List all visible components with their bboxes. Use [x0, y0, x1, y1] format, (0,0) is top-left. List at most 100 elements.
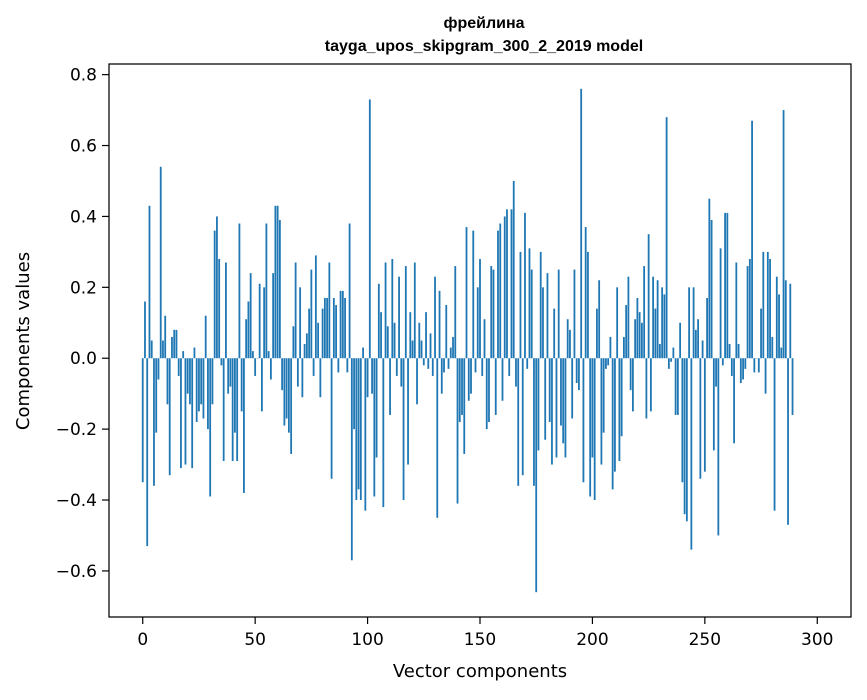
bar-component-230	[659, 344, 661, 358]
bar-component-64	[286, 358, 288, 418]
bar-component-181	[549, 358, 551, 422]
bar-component-172	[529, 248, 531, 358]
x-tick-label: 150	[464, 630, 496, 650]
bar-component-112	[394, 323, 396, 358]
bar-component-74	[308, 309, 310, 359]
bar-component-193	[576, 358, 578, 383]
bar-component-221	[639, 312, 641, 358]
bar-component-55	[265, 224, 267, 359]
bar-component-56	[268, 351, 270, 358]
bar-component-124	[421, 341, 423, 359]
bar-component-257	[720, 248, 722, 358]
bar-component-108	[385, 263, 387, 359]
bar-component-43	[239, 224, 241, 359]
bar-component-33	[216, 216, 218, 358]
bar-component-203	[598, 280, 600, 358]
bar-component-34	[218, 259, 220, 358]
bar-component-156	[493, 270, 495, 359]
bar-component-239	[679, 323, 681, 358]
y-tick-label: −0.4	[56, 491, 97, 511]
bar-component-264	[735, 263, 737, 359]
bar-component-160	[502, 358, 504, 401]
bar-component-131	[436, 358, 438, 518]
x-tick-label: 0	[137, 630, 148, 650]
bar-component-27	[203, 358, 205, 418]
bar-component-75	[310, 270, 312, 359]
bar-component-175	[535, 358, 537, 592]
bar-component-227	[652, 277, 654, 359]
bar-component-155	[490, 266, 492, 358]
bar-component-127	[427, 358, 429, 369]
y-axis-ticks: −0.6−0.4−0.20.00.20.40.60.8	[56, 66, 109, 582]
bar-component-6	[155, 358, 157, 432]
bar-component-82	[326, 298, 328, 358]
bar-component-253	[711, 220, 713, 358]
bar-component-5	[153, 358, 155, 486]
chart-subtitle: tayga_upos_skipgram_300_2_2019 model	[325, 38, 643, 55]
bar-component-17	[180, 358, 182, 468]
bar-component-135	[445, 305, 447, 358]
bar-component-62	[281, 358, 283, 390]
bar-component-167	[517, 358, 519, 486]
y-tick-label: 0.8	[70, 66, 97, 86]
bar-component-279	[769, 259, 771, 358]
bar-component-186	[560, 358, 562, 425]
bar-component-255	[715, 358, 717, 386]
bar-component-192	[574, 270, 576, 359]
bar-component-32	[214, 231, 216, 359]
bar-component-129	[432, 358, 434, 376]
bar-component-96	[358, 358, 360, 489]
bar-component-240	[681, 358, 683, 482]
bar-component-163	[508, 358, 510, 376]
bar-component-211	[616, 287, 618, 358]
bar-component-183	[553, 309, 555, 359]
bar-component-162	[506, 209, 508, 358]
bar-component-278	[767, 252, 769, 358]
bar-component-67	[292, 326, 294, 358]
bar-component-126	[425, 312, 427, 358]
bar-component-60	[277, 206, 279, 358]
bar-component-72	[304, 344, 306, 358]
bar-component-139	[454, 266, 456, 358]
bar-component-52	[259, 284, 261, 358]
y-tick-label: −0.6	[56, 562, 97, 582]
x-tick-label: 300	[801, 630, 833, 650]
bar-component-142	[461, 358, 463, 415]
bar-component-219	[634, 319, 636, 358]
bar-component-244	[690, 358, 692, 549]
bar-component-2	[146, 358, 148, 546]
bar-component-284	[780, 348, 782, 359]
bar-component-92	[349, 224, 351, 359]
bar-component-136	[448, 358, 450, 369]
bar-component-233	[666, 117, 668, 358]
bar-component-80	[322, 309, 324, 359]
bar-component-267	[742, 358, 744, 379]
bar-component-179	[544, 358, 546, 440]
bar-component-191	[571, 358, 573, 418]
bar-component-86	[335, 305, 337, 358]
bar-component-122	[416, 358, 418, 404]
bar-component-125	[423, 358, 425, 365]
bar-component-84	[331, 358, 333, 479]
bar-component-40	[232, 358, 234, 461]
bars-group	[142, 89, 794, 592]
bar-component-110	[389, 358, 391, 415]
bar-component-134	[443, 358, 445, 372]
bar-component-4	[151, 341, 153, 359]
bar-component-171	[526, 358, 528, 369]
bar-component-88	[340, 291, 342, 358]
bar-component-158	[497, 231, 499, 359]
bar-component-194	[578, 358, 580, 390]
bar-component-59	[274, 206, 276, 358]
bar-component-149	[477, 287, 479, 358]
bar-component-217	[630, 358, 632, 390]
bar-component-196	[583, 358, 585, 482]
bar-component-120	[412, 341, 414, 359]
bar-component-207	[607, 358, 609, 365]
bar-component-25	[198, 358, 200, 411]
bar-component-119	[409, 312, 411, 358]
bar-component-286	[785, 280, 787, 358]
bar-component-53	[261, 358, 263, 411]
